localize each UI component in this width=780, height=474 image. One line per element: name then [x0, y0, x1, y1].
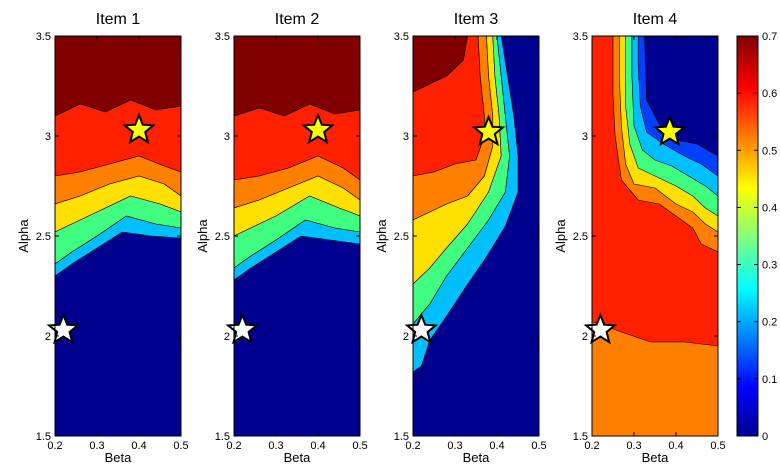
x-tick-label: 0.2 — [584, 440, 599, 452]
y-axis-label: Alpha — [553, 219, 568, 253]
x-tick-label: 0.4 — [131, 440, 146, 452]
y-tick-label: 3 — [403, 131, 409, 143]
y-axis-label: Alpha — [195, 219, 210, 253]
star-marker-2 — [46, 312, 81, 345]
colorbar-tick-label: 0.4 — [762, 202, 777, 214]
x-tick-label: 0.3 — [626, 440, 641, 452]
y-tick-label: 2 — [403, 331, 409, 343]
plot-area — [592, 36, 718, 436]
x-tick-label: 0.3 — [447, 440, 462, 452]
x-tick-label: 0.2 — [226, 440, 241, 452]
x-axis-label: Beta — [284, 450, 312, 465]
y-tick-label: 1.5 — [215, 431, 230, 443]
colorbar-tick-label: 0.2 — [762, 317, 777, 329]
colorbar-tick-label: 0 — [762, 431, 768, 443]
x-tick-label: 0.5 — [531, 440, 546, 452]
panel-1: Item 1 0.2 0.3 0.4 0.5 1.5 2 2.5 3 3.5 Beta Alpha — [16, 11, 189, 465]
y-axis-label: Alpha — [374, 219, 389, 253]
colorbar-tick-label: 0.3 — [762, 260, 777, 272]
y-tick-label: 1.5 — [394, 431, 409, 443]
contour-region-6 — [234, 219, 360, 281]
x-tick-label: 0.4 — [310, 440, 325, 452]
x-axis-label: Beta — [463, 450, 491, 465]
y-tick-label: 2.5 — [36, 231, 51, 243]
star-marker-1 — [652, 114, 687, 147]
y-tick-label: 3.5 — [36, 31, 51, 43]
plot-area — [413, 36, 539, 436]
panel-title: Item 4 — [633, 11, 678, 28]
x-axis-label: Beta — [105, 450, 133, 465]
x-axis-label: Beta — [642, 450, 670, 465]
panel-2: Item 2 0.2 0.3 0.4 0.5 1.5 2 2.5 3 3.5 Beta Alpha — [195, 11, 368, 465]
y-axis-label: Alpha — [16, 219, 31, 253]
plot-area — [234, 36, 360, 436]
star-marker-2 — [404, 312, 439, 345]
y-tick-label: 1.5 — [573, 431, 588, 443]
colorbar-tick-label: 0.1 — [762, 374, 777, 386]
star-marker-2 — [583, 312, 618, 345]
y-tick-label: 2 — [45, 331, 51, 343]
plot-area — [55, 36, 181, 436]
y-tick-label: 2 — [582, 331, 588, 343]
x-tick-label: 0.5 — [173, 440, 188, 452]
y-tick-label: 3.5 — [215, 31, 230, 43]
panel-title: Item 3 — [454, 11, 499, 28]
colorbar-tick-label: 0.5 — [762, 145, 777, 157]
star-marker-1 — [122, 112, 156, 145]
y-tick-label: 2.5 — [215, 231, 230, 243]
panel-title: Item 1 — [96, 11, 141, 28]
x-tick-label: 0.5 — [710, 440, 725, 452]
y-tick-label: 3.5 — [573, 31, 588, 43]
y-tick-label: 3 — [45, 131, 51, 143]
x-tick-label: 0.4 — [668, 440, 683, 452]
panel-3: Item 3 0.2 0.3 0.4 0.5 1.5 2 2.5 3 3.5 Beta Alpha — [374, 11, 547, 465]
x-tick-label: 0.3 — [268, 440, 283, 452]
y-tick-label: 2.5 — [394, 231, 409, 243]
y-tick-label: 2 — [224, 331, 230, 343]
colorbar-tick-label: 0.7 — [762, 31, 777, 43]
y-tick-label: 2.5 — [573, 231, 588, 243]
panel-4: Item 4 0.2 0.3 0.4 0.5 1.5 2 2.5 3 3.5 Beta Alpha — [553, 11, 726, 465]
y-tick-label: 3.5 — [394, 31, 409, 43]
x-tick-label: 0.2 — [47, 440, 62, 452]
contour-region-1 — [592, 321, 718, 436]
x-tick-label: 0.2 — [405, 440, 420, 452]
y-tick-label: 3 — [582, 131, 588, 143]
y-tick-label: 3 — [224, 131, 230, 143]
y-tick-label: 1.5 — [36, 431, 51, 443]
contour-region-1 — [55, 36, 181, 117]
contour-region-6 — [55, 215, 181, 277]
star-marker-2 — [225, 312, 260, 345]
x-tick-label: 0.5 — [352, 440, 367, 452]
star-marker-1 — [471, 114, 506, 147]
colorbar-tick-label: 0.6 — [762, 88, 777, 100]
colorbar-gradient — [736, 35, 759, 437]
x-tick-label: 0.3 — [89, 440, 104, 452]
x-tick-label: 0.4 — [489, 440, 504, 452]
star-marker-1 — [301, 112, 335, 145]
contour-region-1 — [234, 36, 360, 117]
colorbar: 0 0.1 0.2 0.3 0.4 0.5 0.6 0.7 — [736, 31, 777, 443]
panel-title: Item 2 — [275, 11, 320, 28]
